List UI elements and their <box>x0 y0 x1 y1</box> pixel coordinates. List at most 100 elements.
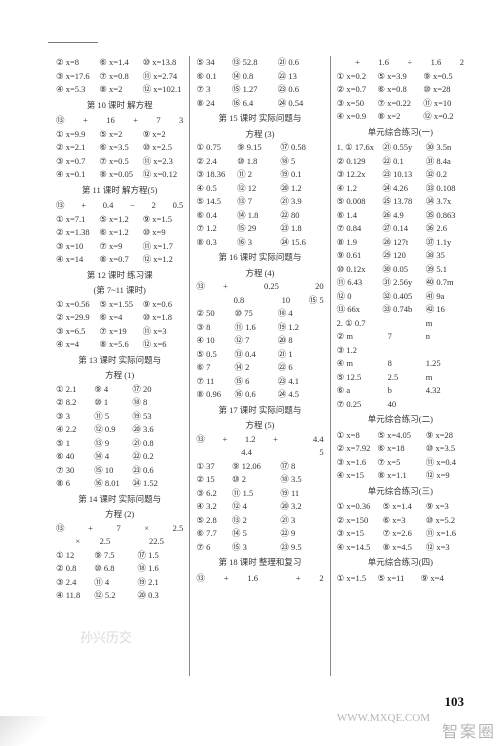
cell: ⑫ 12 <box>237 182 280 196</box>
cell: ㉒ 80 <box>280 209 323 223</box>
cell: 2.5 <box>388 371 426 385</box>
c1-sub-12: (第 7~11 课时) <box>56 284 183 298</box>
cell: ㉜ 0.405 <box>382 290 425 304</box>
cell: ⑨ 12.06 <box>232 460 280 474</box>
table-row: ④ 11.8⑫ 5.2⑳ 0.3 <box>56 589 183 603</box>
cell: ⑭ 4 <box>94 450 132 464</box>
cell: ⑨ x=4 <box>421 572 464 586</box>
table-row: ② 2.4⑩ 1.8⑱ 5 <box>196 155 323 169</box>
lead-cell: ⑬ <box>196 433 205 447</box>
cell: ⑥ 0.1 <box>196 70 232 84</box>
cell: ⑭ 0.8 <box>232 70 278 84</box>
cell: ⑦ 1.2 <box>196 222 237 236</box>
cell: 1.25 <box>426 357 464 371</box>
lead-cell: × <box>144 522 149 536</box>
cell: ⑫ 7 <box>235 334 278 348</box>
cell: ㉔ 1.52 <box>132 477 183 491</box>
table-row: ⑦ 11⑮ 6㉓ 4.1 <box>196 375 323 389</box>
table-row: ④ 3.2⑫ 4⑳ 3.2 <box>196 500 323 514</box>
cell: ④ 2.2 <box>56 423 94 437</box>
lead-row: ⑬+0.4−20.5 <box>56 199 183 213</box>
table-row: ① 0.75⑨ 9.15⑰ 0.58 <box>196 141 323 155</box>
cell: ① x=0.2 <box>337 70 378 84</box>
table-row: ② 15⑩ 2⑱ 3.5 <box>196 473 323 487</box>
table-row: ④ 1.2㉔ 4.26㉝ 0.108 <box>337 182 464 196</box>
table-row: ③ 12.2x㉓ 10.13㉜ 0.2 <box>337 168 464 182</box>
table-row: ⑪ 6.43㉛ 2.56y㊵ 0.7m <box>337 276 464 290</box>
c1-title-12: 第 12 课时 练习课 <box>56 269 183 283</box>
c3-title-u2: 单元综合练习(二) <box>337 413 464 427</box>
cell: ㉚ 0.05 <box>382 263 425 277</box>
cell: ㉞ 3.7x <box>426 195 464 209</box>
cell: ㉒ 0.2 <box>132 450 183 464</box>
cell: ㉕ 13.78 <box>382 195 425 209</box>
cell: ⑰ 1.5 <box>137 549 183 563</box>
cell <box>388 317 426 331</box>
cell: ⑨ x=2 <box>143 128 184 142</box>
cell: ⑧ 0.96 <box>196 388 234 402</box>
cell: ⑫ 5.2 <box>94 589 137 603</box>
cell: n <box>426 330 464 344</box>
cell: ⑫ x=3 <box>426 541 464 555</box>
cell: ⑪ 4 <box>94 576 137 590</box>
cell: ① 2.1 <box>56 383 94 397</box>
cell: ⑱ 4 <box>278 307 324 321</box>
lead-cell: + <box>224 572 229 586</box>
cell: ③ x=15 <box>337 527 383 541</box>
cell: ⑯ 6.4 <box>232 97 278 111</box>
cell: ⑤ x=1.2 <box>99 213 142 227</box>
cell: ③ 12.2x <box>337 168 383 182</box>
cell: ⑥ x=0.8 <box>377 83 423 97</box>
table-row: ⑤ 0.5⑬ 0.4㉑ 1 <box>196 348 323 362</box>
table-row: ④ x=14.5⑧ x=4.5⑫ x=3 <box>337 541 464 555</box>
cell: ② 0.8 <box>56 562 94 576</box>
cell: ㉑ 1 <box>278 348 324 362</box>
content-columns: ② x=8⑥ x=1.4⑩ x=13.8③ x=17.6⑦ x=0.8⑪ x=2… <box>50 56 470 676</box>
cell: ⑨ x=0.5 <box>423 70 464 84</box>
lead-cell: ⑬ <box>56 522 65 536</box>
cell: ① x=9.9 <box>56 128 99 142</box>
cell: ⑥ a <box>337 384 388 398</box>
lead-cell: + <box>273 433 278 447</box>
table-row: ② x=0.7⑥ x=0.8⑩ x=28 <box>337 83 464 97</box>
cell: ⑮ 10 <box>94 464 132 478</box>
cell: ㉝ 0.108 <box>426 182 464 196</box>
table-row: ③ x=17.6⑦ x=0.8⑪ x=2.74 <box>56 70 183 84</box>
cell: ⑥ 7 <box>196 361 234 375</box>
cell: ⑦ 6 <box>196 541 232 555</box>
cell: ⑪ 1.5 <box>232 487 280 501</box>
cell: ㊲ 1.1y <box>426 236 464 250</box>
lead-cell: 16 <box>106 114 115 128</box>
table-row: ⑧ 0.3⑯ 3㉔ 15.6 <box>196 236 323 250</box>
cell: ④ 10 <box>196 334 234 348</box>
cell: ⑥ 40 <box>56 450 94 464</box>
cell: ② m <box>337 330 388 344</box>
cell: ⑧ x=1.1 <box>377 469 425 483</box>
cell: ① x=0.36 <box>337 500 383 514</box>
cell: ⑯ 3 <box>237 236 280 250</box>
cell: ㉑ 3.9 <box>280 195 323 209</box>
column-3: +1.6÷1.62 ① x=0.2⑤ x=3.9⑨ x=0.5② x=0.7⑥ … <box>331 56 470 676</box>
cell: ㊷ 16 <box>426 303 464 317</box>
lead-row: ⑬+0.2520 <box>196 280 323 294</box>
cell: ㉒ 0.1 <box>382 155 425 169</box>
table-row: ⑧ 6⑯ 8.01㉔ 1.52 <box>56 477 183 491</box>
lead-cell: ⑮ 5 <box>309 294 324 308</box>
cell: ⑲ 0.1 <box>280 168 323 182</box>
lead-cell: 2 <box>460 56 464 70</box>
lead-cell: ⑬ <box>196 572 205 586</box>
table-row: ④ x=14⑧ x=0.7⑫ x=1.2 <box>56 253 183 267</box>
cell: ⑦ x=19 <box>99 325 142 339</box>
cell: ⑩ x=28 <box>423 83 464 97</box>
cell: ㉑ 0.8 <box>132 437 183 451</box>
cell: ⑤ 0.008 <box>337 195 383 209</box>
table-row: ① x=0.2⑤ x=3.9⑨ x=0.5 <box>337 70 464 84</box>
lead-cell: 4.4 <box>313 433 324 447</box>
c2-title-17: 第 17 课时 实际问题与 <box>196 404 323 418</box>
cell: ⑲ 11 <box>280 487 323 501</box>
table-row: ⑥ 40⑭ 4㉒ 0.2 <box>56 450 183 464</box>
cell: ④ 3.2 <box>196 500 232 514</box>
cell: ⑦ x=0.5 <box>99 155 142 169</box>
cell: ⑦ x=9 <box>99 240 142 254</box>
cell: 7 <box>388 330 426 344</box>
